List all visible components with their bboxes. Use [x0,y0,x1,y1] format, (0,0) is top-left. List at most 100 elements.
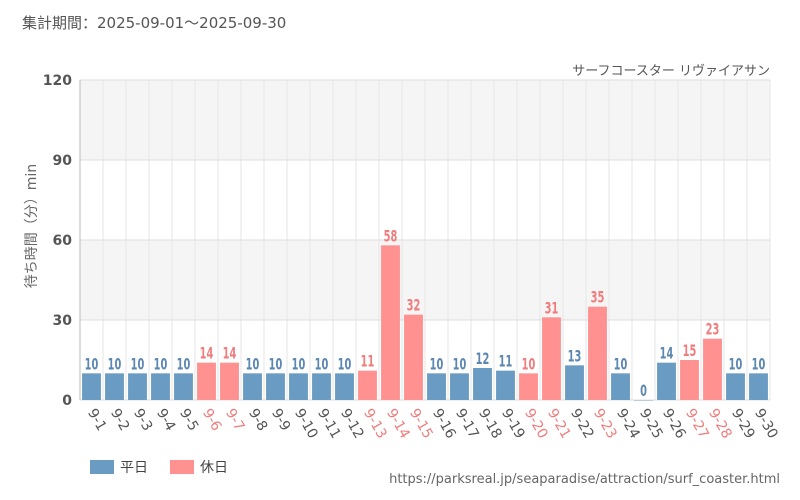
value-label: 10 [614,355,628,374]
x-tick-label: 9-7 [222,406,247,434]
x-tick-label: 9-10 [291,406,321,442]
bar [82,373,101,400]
x-tick-label: 9-8 [245,406,270,434]
x-tick-label: 9-20 [521,406,551,442]
y-tick-labels: 0 30 60 90 120 [43,73,72,409]
x-tick-label: 9-23 [590,406,620,442]
value-label: 31 [545,299,559,318]
value-label: 10 [430,355,444,374]
legend-holiday: 休日 [170,457,228,477]
bar [381,245,400,400]
y-axis-label: 待ち時間（分）min [24,164,40,288]
y-tick-label: 90 [53,153,73,169]
value-label: 10 [85,355,99,374]
bar [634,400,653,401]
x-tick-label: 9-22 [567,406,597,442]
x-tick-label: 9-2 [107,406,132,434]
value-label: 0 [640,382,647,401]
x-tick-label: 9-4 [153,406,178,434]
value-labels: 10 10 10 10 10 14 14 10 10 10 10 10 11 58 32 10 10 12 11 10… [85,227,766,400]
bars [82,245,768,401]
value-label: 10 [453,355,467,374]
bar [105,373,124,400]
x-tick-label: 9-24 [613,406,643,442]
bar [657,362,676,400]
chart-title: サーフコースター リヴァイアサン [572,63,770,79]
bar [473,368,492,400]
x-tick-label: 9-28 [705,406,735,442]
value-label: 14 [223,345,237,364]
bar [151,373,170,400]
bar [174,373,193,400]
value-label: 10 [292,355,306,374]
bar [542,317,561,400]
y-tick-label: 120 [43,73,72,89]
bar [220,362,239,400]
x-tick-label: 9-30 [751,406,781,442]
value-label: 11 [499,353,513,372]
x-tick-label: 9-11 [314,406,344,442]
y-tick-label: 60 [53,233,73,249]
value-label: 10 [729,355,743,374]
x-tick-label: 9-12 [337,406,367,442]
bar [335,373,354,400]
y-tick-label: 0 [62,393,72,409]
bar [680,360,699,400]
legend: 平日 休日 [90,457,228,477]
value-label: 10 [315,355,329,374]
bar [312,373,331,400]
x-tick-label: 9-1 [84,406,109,434]
bar [427,373,446,400]
horizontal-gridlines [79,79,770,401]
bar [611,373,630,400]
value-label: 15 [683,342,697,361]
source-url: https://parksreal.jp/seaparadise/attract… [389,472,780,487]
bar [749,373,768,400]
bar [243,373,262,400]
bar [266,373,285,400]
value-label: 10 [177,355,191,374]
value-label: 14 [660,345,674,364]
y-tick-label: 30 [53,313,73,329]
bar [197,362,216,400]
x-tick-label: 9-9 [268,406,293,434]
x-tick-label: 9-19 [498,406,528,442]
bar [128,373,147,400]
x-tick-label: 9-14 [383,406,413,442]
value-label: 11 [361,353,375,372]
holiday-swatch [170,460,194,474]
period-label: 集計期間：2025-09-01～2025-09-30 [22,14,287,32]
bar [588,306,607,400]
x-tick-label: 9-15 [406,406,436,442]
legend-holiday-label: 休日 [200,460,228,476]
bar [565,365,584,400]
value-label: 10 [131,355,145,374]
value-label: 10 [752,355,766,374]
bar [726,373,745,400]
x-tick-label: 9-27 [682,406,712,442]
value-label: 10 [269,355,283,374]
x-tick-label: 9-16 [429,406,459,442]
bar [289,373,308,400]
wait-time-bar-chart: 10 10 10 10 10 14 14 10 10 10 10 10 11 58 32 10 10 12 11 10… [24,63,781,442]
x-tick-label: 9-26 [659,406,689,442]
x-tick-label: 9-18 [475,406,505,442]
bar [358,370,377,400]
bar [496,370,515,400]
legend-weekday: 平日 [90,457,148,477]
x-tick-label: 9-3 [130,406,155,434]
value-label: 35 [591,289,605,308]
bar [404,314,423,400]
value-label: 10 [338,355,352,374]
x-tick-label: 9-5 [176,406,201,434]
x-tick-label: 9-29 [728,406,758,442]
x-tick-label: 9-13 [360,406,390,442]
x-tick-label: 9-21 [544,406,574,442]
bar [703,338,722,400]
value-label: 10 [522,355,536,374]
value-label: 23 [706,321,720,340]
value-label: 10 [154,355,168,374]
x-tick-label: 9-6 [199,406,224,434]
value-label: 13 [568,347,582,366]
value-label: 58 [384,227,398,246]
